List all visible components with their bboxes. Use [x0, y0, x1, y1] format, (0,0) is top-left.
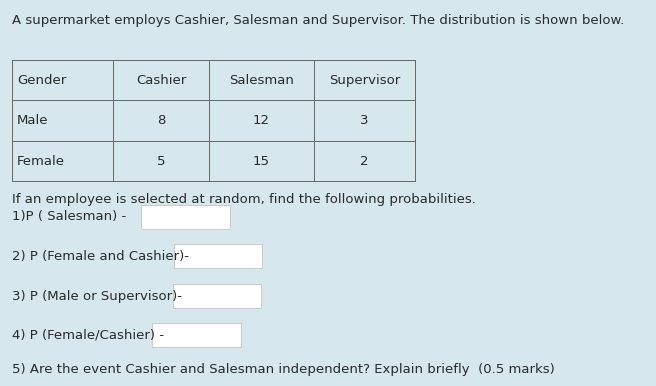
Text: 12: 12 [253, 114, 270, 127]
Text: 5) Are the event Cashier and Salesman independent? Explain briefly  (0.5 marks): 5) Are the event Cashier and Salesman in… [12, 363, 554, 376]
Text: 3) P (Male or Supervisor)-: 3) P (Male or Supervisor)- [12, 290, 182, 303]
Text: Female: Female [17, 155, 65, 168]
Text: Supervisor: Supervisor [329, 74, 400, 86]
Text: 2) P (Female and Cashier)-: 2) P (Female and Cashier)- [12, 250, 189, 263]
FancyBboxPatch shape [152, 323, 241, 347]
Text: Gender: Gender [17, 74, 66, 86]
Text: Male: Male [17, 114, 49, 127]
FancyBboxPatch shape [141, 205, 230, 229]
Text: A supermarket employs Cashier, Salesman and Supervisor. The distribution is show: A supermarket employs Cashier, Salesman … [12, 14, 624, 27]
Text: 15: 15 [253, 155, 270, 168]
FancyBboxPatch shape [174, 244, 262, 268]
Text: Salesman: Salesman [229, 74, 293, 86]
FancyBboxPatch shape [173, 284, 261, 308]
Text: 2: 2 [360, 155, 369, 168]
Text: 3: 3 [360, 114, 369, 127]
Text: Cashier: Cashier [136, 74, 186, 86]
Text: 5: 5 [157, 155, 165, 168]
Text: If an employee is selected at random, find the following probabilities.: If an employee is selected at random, fi… [12, 193, 476, 206]
Text: 8: 8 [157, 114, 165, 127]
Text: 4) P (Female/Cashier) -: 4) P (Female/Cashier) - [12, 329, 164, 342]
Text: 1)P ( Salesman) -: 1)P ( Salesman) - [12, 210, 126, 223]
